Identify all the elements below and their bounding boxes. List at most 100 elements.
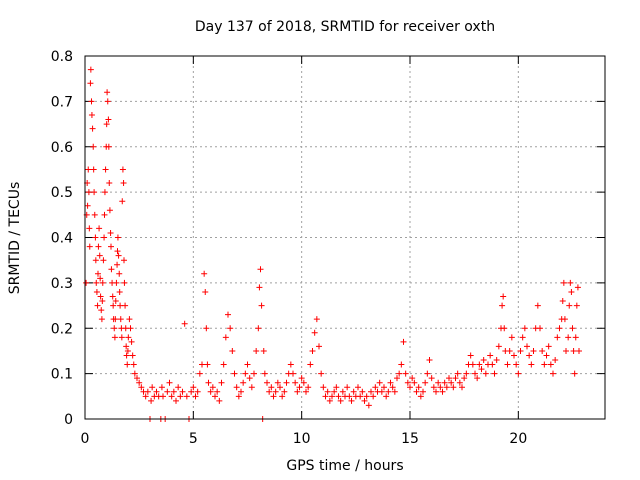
data-point [114,261,121,268]
x-tick-label: 10 [293,431,311,447]
data-point [128,338,135,345]
data-point [118,334,125,341]
data-point [370,393,377,400]
data-point [188,388,195,395]
data-point [158,384,165,391]
data-point [229,347,236,354]
data-point [543,352,550,359]
data-point [570,347,577,354]
data-point [87,66,94,73]
y-tick-label: 0.7 [51,94,73,110]
data-point [541,361,548,368]
data-point [264,379,270,386]
data-point [103,121,110,128]
data-point [179,388,186,395]
data-point [331,388,338,395]
data-point [428,375,435,382]
data-point [91,189,98,196]
data-point [487,352,494,359]
data-point [339,388,346,395]
data-point [97,293,104,300]
data-point [422,379,429,386]
data-point [324,388,331,395]
data-point [272,388,279,395]
data-point [164,388,171,395]
data-point [204,361,211,368]
data-point [500,293,507,300]
data-point [209,384,216,391]
data-point [569,325,576,332]
data-point [90,166,97,173]
data-point [443,384,450,391]
data-point [175,384,182,391]
data-point [355,384,361,391]
data-point [238,388,244,395]
y-tick-label: 0.6 [51,140,73,156]
data-point [530,347,537,354]
data-point [506,347,513,354]
data-point [105,116,112,123]
data-point [573,302,580,309]
data-point [170,388,177,395]
data-point [235,393,242,400]
data-point [287,361,294,368]
data-point [456,379,463,386]
data-point [504,361,511,368]
data-point [177,393,184,400]
grid [85,56,605,419]
data-point [112,316,119,323]
data-point [476,361,483,368]
data-point [113,279,120,286]
data-point [95,243,102,250]
data-point [160,393,166,400]
data-point [127,325,134,332]
data-point [102,166,109,173]
data-point [467,352,474,359]
data-point [258,302,265,309]
data-point [474,375,481,382]
data-point [409,375,416,382]
data-point [344,384,351,391]
data-point [93,279,100,286]
data-point [511,352,517,359]
data-point [454,370,461,377]
data-point [112,298,119,305]
data-point [561,316,568,323]
data-point [87,80,94,87]
data-point [131,370,138,377]
data-point [123,343,130,350]
data-point [528,361,535,368]
data-point [318,370,325,377]
data-point [420,388,426,395]
data-point [205,379,212,386]
data-point [86,243,93,250]
data-point [120,180,127,187]
data-point [122,302,129,309]
plot-frame [84,55,606,420]
data-point [85,166,92,173]
data-point [539,347,546,354]
data-point [153,388,160,395]
y-tick-label: 0.4 [51,231,73,247]
data-points [83,66,582,422]
data-point [270,393,277,400]
data-point [144,388,151,395]
data-point [194,388,201,395]
data-point [568,288,575,295]
data-point [298,375,305,382]
data-point [220,361,227,368]
data-point [495,343,502,350]
data-point [524,343,530,350]
data-point [430,384,437,391]
data-point [513,361,520,368]
data-point [111,325,118,332]
data-point [552,357,559,364]
data-point [253,347,260,354]
data-point [365,402,372,409]
data-point [296,384,303,391]
data-point [244,361,251,368]
data-point [109,293,116,300]
data-point [459,384,465,391]
data-point [196,370,203,377]
